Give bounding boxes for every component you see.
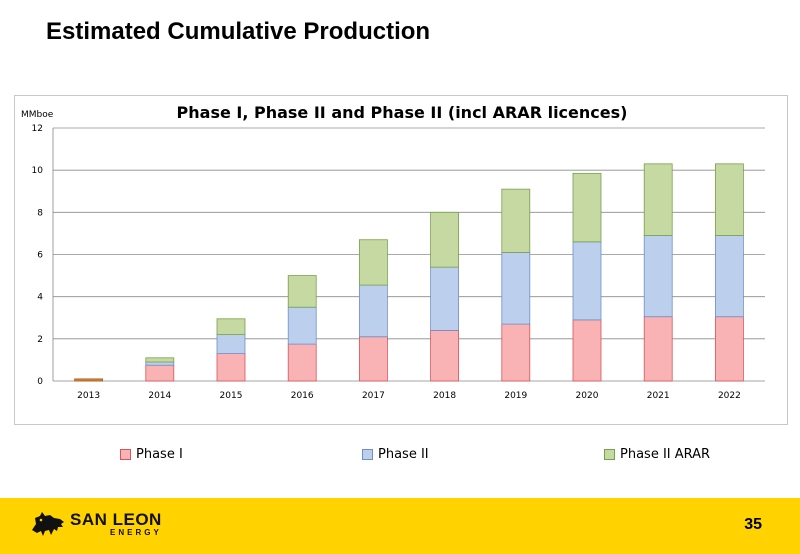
bar-segment-phase-ii-2021 [643,235,673,318]
legend-label-phase2: Phase II [378,447,429,462]
bar-segment-phase-ii-arar-2017 [358,239,388,286]
bar-segment-phase-i-2018 [430,329,460,382]
legend: Phase I Phase II Phase II ARAR [0,447,800,467]
y-tick-label: 4 [37,293,43,303]
bar-segment-phase-i-2014 [145,364,175,382]
san-leon-logo: SAN LEON ENERGY [30,510,162,538]
legend-label-phase1: Phase I [136,447,183,462]
bar-segment-phase-ii-arar-2016 [287,275,317,308]
bar-segment-phase-ii-arar-2022 [715,163,744,236]
y-tick-label: 12 [32,124,43,134]
legend-label-arar: Phase II ARAR [620,447,711,462]
x-tick-label-2018: 2018 [433,391,456,401]
bar-segment-phase-ii-arar-2015 [216,318,246,336]
x-tick-label-2014: 2014 [148,391,171,401]
x-tick-label-2015: 2015 [220,391,243,401]
x-tick-label-2016: 2016 [291,391,314,401]
bar-segment-phase-i-2017 [358,336,388,382]
bar-segment-phase-ii-2016 [287,306,317,345]
y-tick-label: 8 [37,208,43,218]
logo-name: SAN LEON [70,510,162,529]
y-tick-label: 0 [37,377,43,387]
chart-frame: Phase I, Phase II and Phase II (incl ARA… [14,95,788,425]
logo-subtitle: ENERGY [110,528,162,537]
x-tick-label-2022: 2022 [718,391,741,401]
x-tick-label-2017: 2017 [362,391,385,401]
x-tick-label-2021: 2021 [647,391,670,401]
bar-segment-phase-ii-2015 [216,334,246,354]
y-axis-label: MMboe [21,110,54,120]
chart-title: Phase I, Phase II and Phase II (incl ARA… [177,103,628,122]
slide-title: Estimated Cumulative Production [46,18,431,45]
bar-segment-phase-ii-2014 [145,361,175,366]
legend-item-phase1: Phase I [120,447,183,462]
bars [74,163,744,382]
bar-segment-phase-ii-arar-2018 [430,211,460,268]
bar-segment-phase-ii-2017 [358,284,388,338]
bar-segment-phase-ii-arar-2020 [572,172,602,243]
legend-item-arar: Phase II ARAR [604,447,710,462]
bar-segment-phase-ii-arar-2014 [145,357,175,363]
footer-bar: SAN LEON ENERGY 35 [0,498,800,554]
x-tick-label-2013: 2013 [77,391,100,401]
lion-icon [32,512,64,536]
y-tick-labels: 0 2 4 6 8 10 12 [32,124,44,387]
bar-segment-phase-ii-2020 [572,241,602,321]
legend-swatch-phase1 [120,449,131,460]
x-tick-label-2019: 2019 [504,391,527,401]
bar-segment-phase-i-2020 [572,319,602,382]
bar-segment-phase-ii-arar-2019 [501,188,531,253]
legend-swatch-phase2 [362,449,373,460]
bar-segment-phase-i-2016 [287,343,317,382]
bar-segment-phase-i-2019 [501,323,531,382]
y-tick-label: 2 [37,335,43,345]
y-tick-label: 10 [32,166,44,176]
y-tick-label: 6 [37,251,43,261]
bar-segment-phase-ii-2019 [501,251,531,325]
stacked-bar-chart: Phase I, Phase II and Phase II (incl ARA… [21,103,765,401]
bar-segment-phase-ii-2022 [715,235,744,318]
bar-segment-phase-i-2021 [643,316,673,382]
page-number: 35 [744,516,762,533]
legend-item-phase2: Phase II [362,447,429,462]
bar-segment-phase-i-2015 [216,353,246,382]
gridlines [52,127,765,382]
bar-segment-phase-i-2013 [74,378,103,382]
legend-swatch-arar [604,449,615,460]
x-tick-label-2020: 2020 [576,391,599,401]
bar-segment-phase-ii-2018 [430,266,460,331]
x-tick-labels: 2013 2014 2015 2016 2017 2018 2019 2020 2021 2022 [77,391,741,401]
bar-segment-phase-ii-arar-2021 [643,163,673,236]
bar-segment-phase-i-2022 [715,316,744,382]
